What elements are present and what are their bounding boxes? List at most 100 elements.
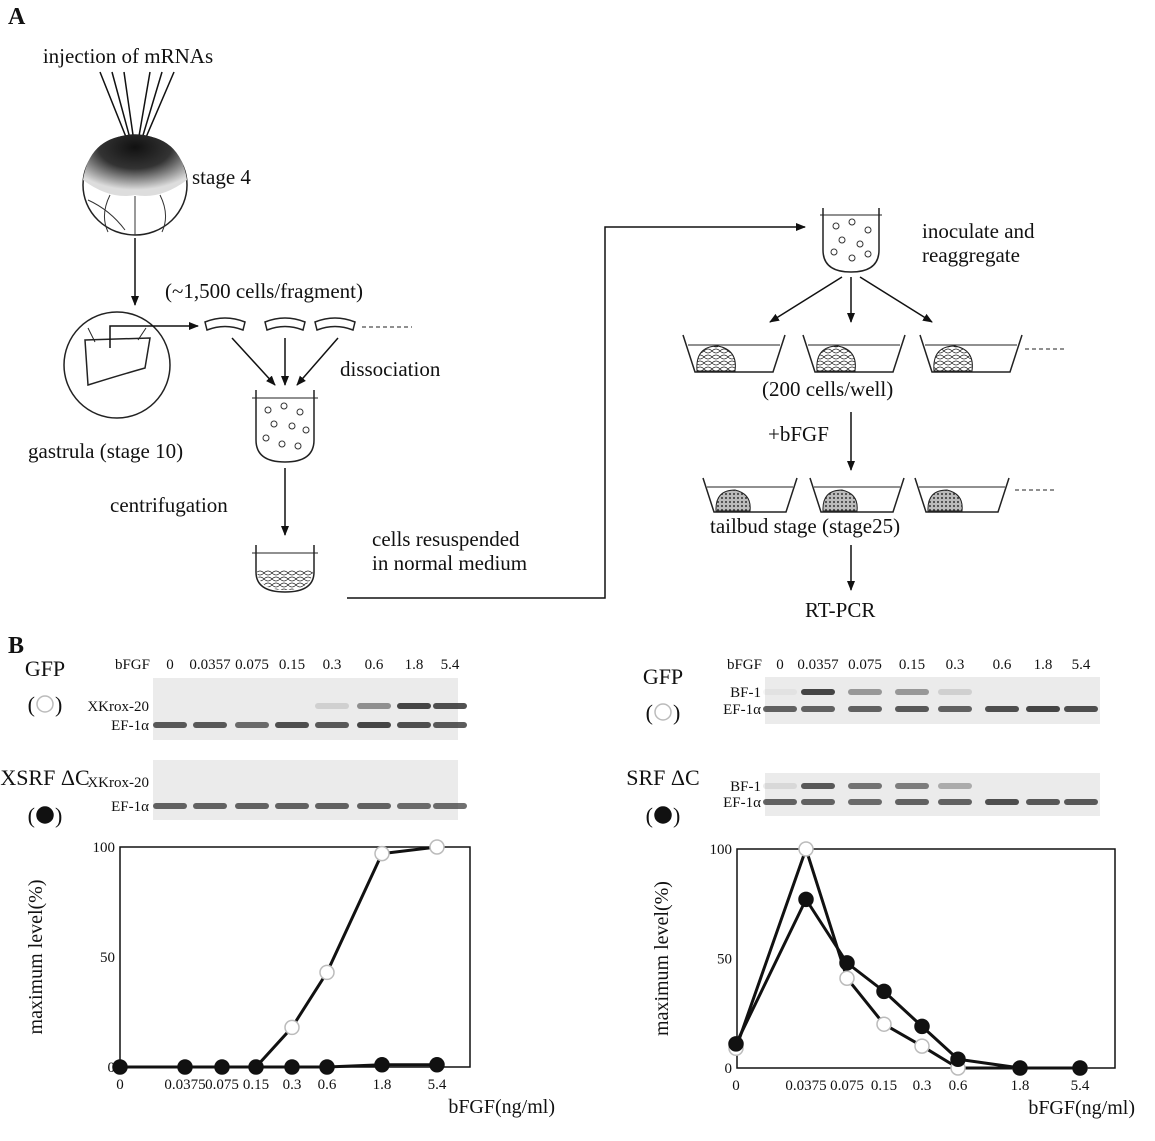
target-band <box>938 689 972 695</box>
data-point-filled <box>248 1059 264 1075</box>
paren: ) <box>55 803 62 828</box>
control-band <box>235 803 269 809</box>
target-band <box>433 703 467 709</box>
data-point-filled <box>284 1059 300 1075</box>
stage4-label: stage 4 <box>192 165 251 189</box>
data-point-filled <box>728 1036 744 1052</box>
bfgf-label: +bFGF <box>768 422 829 446</box>
x-tick-label: 1.8 <box>373 1077 392 1093</box>
dissociation-label: dissociation <box>340 357 441 381</box>
control-gene-label: EF-1α <box>111 718 149 734</box>
series-filled <box>728 891 1088 1076</box>
paren: ( <box>28 692 35 717</box>
lane-label: 0 <box>776 657 784 673</box>
control-band <box>153 803 187 809</box>
centrifugation-label: centrifugation <box>110 493 228 517</box>
plot-frame <box>736 848 1116 1069</box>
condition-label: SRF ΔC <box>626 765 699 790</box>
control-band <box>1026 706 1060 712</box>
fragments-icon <box>204 317 412 332</box>
series-filled <box>112 1057 445 1075</box>
fragment-count-label: (~1,500 cells/fragment) <box>165 279 363 303</box>
control-band <box>938 706 972 712</box>
control-band <box>153 722 187 728</box>
control-band <box>763 799 797 805</box>
control-band <box>848 799 882 805</box>
data-point-open <box>914 1038 930 1054</box>
data-point-open <box>374 845 390 862</box>
x-tick-label: 5.4 <box>1071 1078 1090 1094</box>
target-band <box>848 689 882 695</box>
target-band <box>801 783 835 789</box>
tube-inoculate-icon <box>820 208 882 273</box>
lane-label: 0.0357 <box>797 657 839 673</box>
open-circle-icon <box>36 695 54 713</box>
paren: ( <box>28 803 35 828</box>
series-open <box>728 841 1088 1076</box>
target-band <box>763 783 797 789</box>
resuspended-label-2: in normal medium <box>372 551 527 575</box>
lane-label: 0 <box>166 657 174 673</box>
x-tick-label: 0.0375 <box>785 1078 826 1094</box>
panel-label-a: A <box>8 4 26 30</box>
target-gene-label: BF-1 <box>730 685 761 701</box>
data-point-open <box>798 841 814 857</box>
paren: ) <box>55 692 62 717</box>
y-axis-label: maximum level(%) <box>25 880 47 1035</box>
lane-label: 0.6 <box>993 657 1012 673</box>
rtpcr-label: RT-PCR <box>805 598 875 622</box>
target-band <box>397 703 431 709</box>
x-tick-label: 0.075 <box>830 1078 864 1094</box>
y-axis-label: maximum level(%) <box>651 881 673 1036</box>
arrow <box>109 322 199 348</box>
arrow <box>347 223 806 599</box>
control-band <box>763 706 797 712</box>
target-band <box>895 689 929 695</box>
control-band <box>801 799 835 805</box>
paren: ( <box>646 803 653 828</box>
data-point-filled <box>950 1051 966 1067</box>
tube-dissociated-icon <box>252 390 318 463</box>
control-band <box>848 706 882 712</box>
target-gene-label: XKrox-20 <box>87 699 149 715</box>
control-band <box>985 706 1019 712</box>
condition-label: GFP <box>25 656 65 681</box>
condition-label: XSRF ΔC <box>0 765 89 790</box>
control-band <box>315 803 349 809</box>
gastrula-icon <box>63 311 171 419</box>
data-point-open <box>429 839 445 855</box>
gel-panel: bFGF 0 0.0357 0.075 0.15 0.3 0.6 1.8 5.4BF-1EF-1… <box>626 657 1100 828</box>
x-tick-label: 0 <box>732 1078 740 1094</box>
y-tick-label: 100 <box>710 842 733 858</box>
y-tick-label: 100 <box>93 840 116 856</box>
data-point-filled <box>429 1057 445 1073</box>
target-band <box>895 783 929 789</box>
control-band <box>397 803 431 809</box>
data-point-filled <box>1012 1060 1028 1076</box>
lane-label: 5.4 <box>1072 657 1091 673</box>
target-band <box>938 783 972 789</box>
data-point-filled <box>839 955 855 971</box>
tube-pellet-icon <box>252 545 318 593</box>
lane-label: 5.4 <box>441 657 460 673</box>
control-band <box>895 799 929 805</box>
control-band <box>1064 799 1098 805</box>
control-gene-label: EF-1α <box>723 795 761 811</box>
data-point-filled <box>214 1059 230 1075</box>
control-gene-label: EF-1α <box>111 799 149 815</box>
data-point-filled <box>1072 1060 1088 1076</box>
tailbud-label: tailbud stage (stage25) <box>710 514 900 538</box>
data-point-open <box>839 970 855 986</box>
x-tick-label: 0 <box>116 1077 124 1093</box>
control-band <box>193 803 227 809</box>
wells-reaggregate-icon <box>682 334 1065 373</box>
target-band <box>848 783 882 789</box>
inoculate-label-2: reaggregate <box>922 243 1020 267</box>
x-axis-label: bFGF(ng/ml) <box>1028 1097 1135 1119</box>
lane-label: 0.15 <box>279 657 305 673</box>
control-band <box>397 722 431 728</box>
x-tick-label: 5.4 <box>428 1077 447 1093</box>
filled-circle-icon <box>36 806 54 824</box>
data-point-open <box>319 964 335 981</box>
